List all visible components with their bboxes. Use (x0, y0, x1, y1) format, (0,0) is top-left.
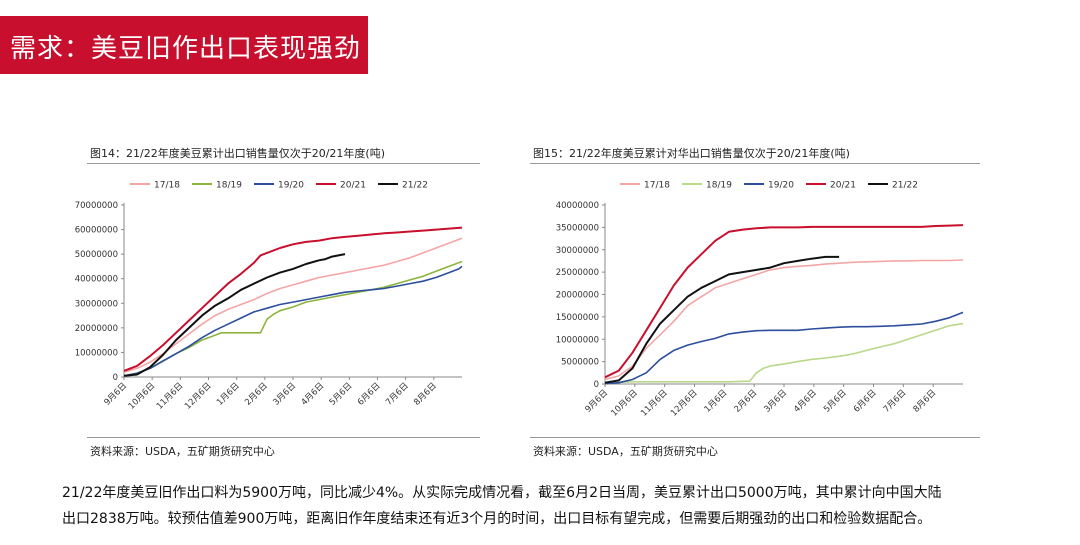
series-line (604, 224, 964, 379)
x-tick-label: 2月6日 (733, 388, 760, 415)
y-tick-label: 15000000 (556, 313, 599, 323)
chart-title: 图15：21/22年度美豆累计对华出口销售量仅次于20/21年度(吨) (533, 147, 850, 160)
series-line (123, 226, 463, 372)
summary-line-2: 出口2838万吨。较预估值差900万吨，距离旧作年度结束还有近3个月的时间，出口… (62, 511, 932, 527)
x-tick-label: 2月6日 (243, 381, 270, 408)
x-tick-label: 12月6日 (669, 388, 700, 419)
legend-label: 19/20 (768, 181, 794, 191)
x-tick-label: 4月6日 (300, 381, 327, 408)
x-tick-label: 12月6日 (183, 381, 214, 412)
y-tick-label: 5000000 (561, 358, 599, 368)
x-tick-label: 10月6日 (609, 388, 640, 419)
y-tick-label: 20000000 (556, 291, 599, 301)
chart-bottom-rule (530, 437, 980, 438)
legend-label: 20/21 (830, 181, 856, 191)
x-tick-label: 11月6日 (155, 381, 186, 412)
y-tick-label: 50000000 (75, 250, 118, 260)
x-tick-label: 8月6日 (412, 381, 439, 408)
x-tick-label: 9月6日 (102, 381, 129, 408)
series-line (604, 311, 964, 385)
x-tick-label: 10月6日 (127, 381, 158, 412)
legend-label: 21/22 (402, 181, 428, 191)
x-tick-label: 8月6日 (912, 388, 939, 415)
series-line (123, 265, 463, 377)
x-tick-label: 5月6日 (822, 388, 849, 415)
x-tick-label: 6月6日 (356, 381, 383, 408)
y-tick-label: 10000000 (556, 335, 599, 345)
legend-label: 18/19 (706, 181, 732, 191)
x-tick-label: 1月6日 (215, 381, 242, 408)
x-tick-label: 3月6日 (271, 381, 298, 408)
series-line (123, 253, 346, 377)
y-tick-label: 0 (113, 373, 118, 383)
y-tick-label: 60000000 (75, 226, 118, 236)
chart-top-rule (530, 163, 980, 164)
x-tick-label: 1月6日 (703, 388, 730, 415)
y-tick-label: 0 (594, 380, 599, 390)
series-line (123, 260, 463, 377)
title-banner: 需求：美豆旧作出口表现强劲 (0, 16, 368, 74)
x-tick-label: 6月6日 (852, 388, 879, 415)
y-tick-label: 30000000 (556, 246, 599, 256)
x-tick-label: 7月6日 (882, 388, 909, 415)
page-title: 需求：美豆旧作出口表现强劲 (10, 34, 362, 64)
x-tick-label: 4月6日 (792, 388, 819, 415)
y-tick-label: 40000000 (75, 275, 118, 285)
legend-label: 20/21 (340, 181, 366, 191)
legend-label: 19/20 (278, 181, 304, 191)
chart-title: 图14：21/22年度美豆累计出口销售量仅次于20/21年度(吨) (90, 147, 385, 160)
y-tick-label: 25000000 (556, 268, 599, 278)
y-tick-label: 10000000 (75, 348, 118, 358)
y-tick-label: 40000000 (556, 201, 599, 211)
legend-label: 17/18 (154, 181, 180, 191)
chart-bottom-rule (87, 437, 480, 438)
series-line (123, 237, 463, 373)
series-line (604, 255, 840, 384)
y-tick-label: 35000000 (556, 223, 599, 233)
summary-line-1: 21/22年度美豆旧作出口料为5900万吨，同比减少4%。从实际完成情况看，截至… (62, 485, 942, 501)
chart-area: 17/18 18/19 19/20 20/21 21/22 0 5000000 1000000… (556, 181, 964, 419)
legend-label: 17/18 (644, 181, 670, 191)
y-tick-label: 70000000 (75, 201, 118, 211)
x-tick-label: 9月6日 (583, 388, 610, 415)
legend-label: 21/22 (892, 181, 918, 191)
legend-label: 18/19 (216, 181, 242, 191)
y-tick-label: 30000000 (75, 299, 118, 309)
x-tick-label: 5月6日 (328, 381, 355, 408)
x-tick-label: 3月6日 (762, 388, 789, 415)
summary-text: 21/22年度美豆旧作出口料为5900万吨，同比减少4%。从实际完成情况看，截至… (62, 480, 1062, 532)
chart-top-rule (87, 163, 480, 164)
y-tick-label: 20000000 (75, 324, 118, 334)
x-tick-label: 11月6日 (639, 388, 670, 419)
chart-area: 17/18 18/19 19/20 20/21 21/22 0 10000000 200000… (75, 181, 463, 412)
series-line (604, 259, 964, 381)
x-tick-label: 7月6日 (384, 381, 411, 408)
series-line (604, 322, 964, 384)
chart-source: 资料来源：USDA，五矿期货研究中心 (533, 445, 718, 458)
chart-source: 资料来源：USDA，五矿期货研究中心 (90, 445, 275, 458)
